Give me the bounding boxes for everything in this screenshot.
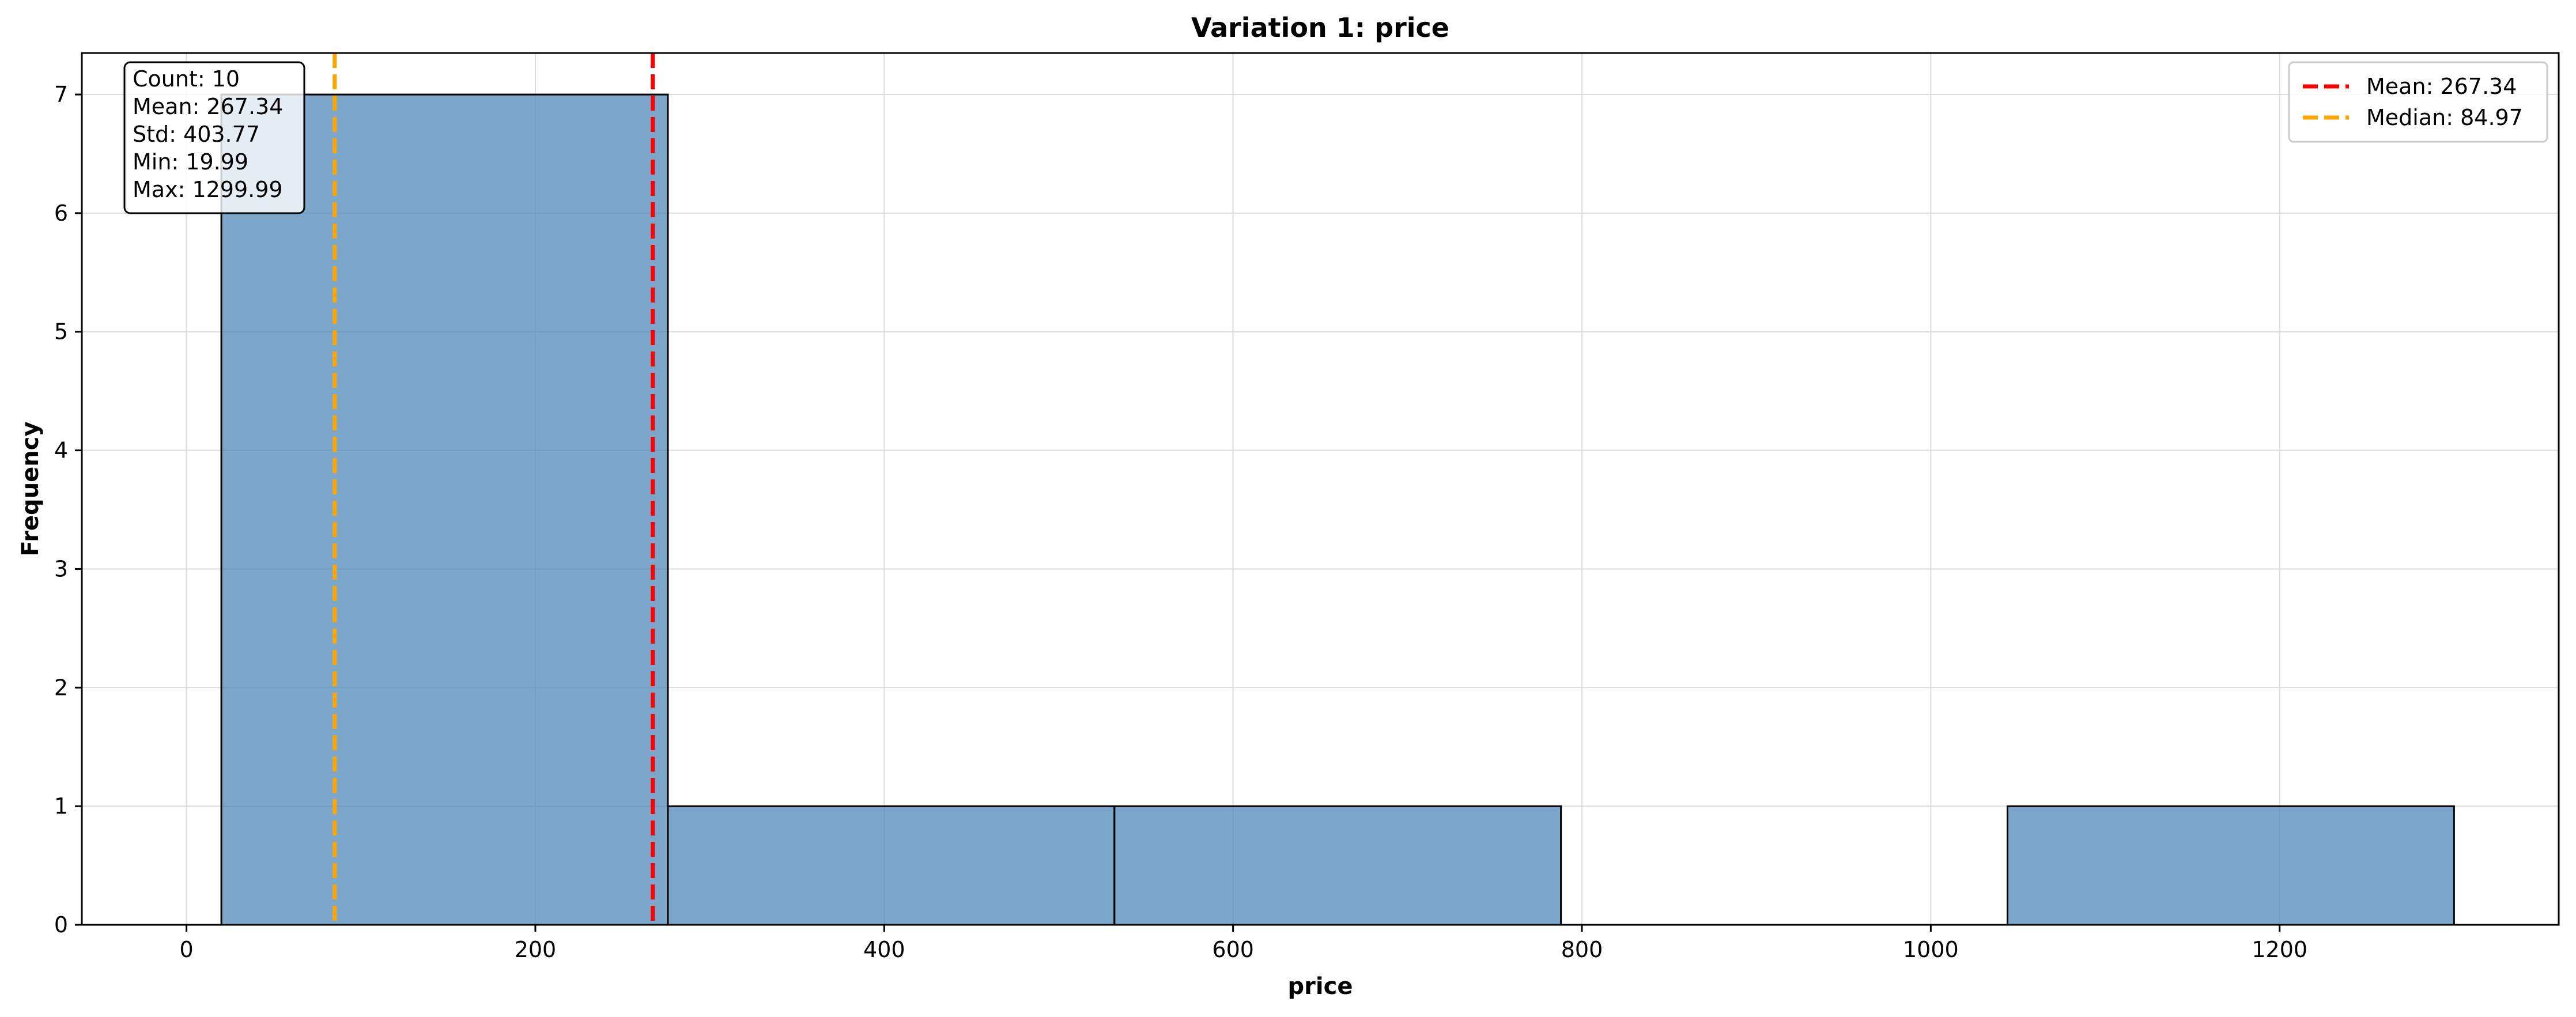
bars-layer bbox=[220, 93, 2455, 926]
x-tick-label: 400 bbox=[863, 937, 905, 962]
y-tick-label: 6 bbox=[54, 201, 68, 226]
legend-frame bbox=[2288, 61, 2548, 143]
y-tick-label: 1 bbox=[54, 793, 68, 819]
x-tick-label: 800 bbox=[1561, 937, 1603, 962]
x-tick-label: 1200 bbox=[2252, 937, 2307, 962]
y-tick-label: 7 bbox=[54, 82, 68, 107]
legend-label: Mean: 267.34 bbox=[2366, 74, 2517, 99]
ticks-layer: 0 200 400 600 800 1000 1200 0 1 2 3 4 5 6 7 bbox=[54, 82, 2307, 962]
stats-line: Min: 19.99 bbox=[133, 149, 248, 175]
x-tick-label: 1000 bbox=[1903, 937, 1959, 962]
stats-line: Count: 10 bbox=[133, 66, 240, 92]
y-axis-label: Frequency bbox=[17, 421, 44, 556]
legend-label: Median: 84.97 bbox=[2366, 105, 2523, 130]
histogram-bar bbox=[667, 805, 1116, 926]
x-tick-label: 200 bbox=[515, 937, 557, 962]
x-tick-label: 0 bbox=[180, 937, 194, 962]
y-tick-label: 2 bbox=[54, 675, 68, 700]
y-tick-label: 4 bbox=[54, 438, 68, 463]
y-tick-label: 3 bbox=[54, 556, 68, 581]
stats-line: Std: 403.77 bbox=[133, 122, 260, 147]
y-tick-label: 0 bbox=[54, 912, 68, 937]
histogram-bar bbox=[2007, 805, 2455, 926]
stats-line: Mean: 267.34 bbox=[133, 94, 283, 119]
histogram-bar bbox=[220, 93, 669, 926]
x-axis-label: price bbox=[1288, 973, 1353, 1000]
legend: Mean: 267.34 Median: 84.97 bbox=[2288, 61, 2548, 143]
stats-line: Max: 1299.99 bbox=[133, 177, 283, 202]
plot-frame bbox=[81, 52, 2560, 926]
reference-lines-layer bbox=[333, 53, 655, 925]
x-tick-label: 600 bbox=[1212, 937, 1254, 962]
stats-box-frame bbox=[123, 61, 305, 214]
chart-title: Variation 1: price bbox=[1191, 12, 1449, 43]
histogram-bar bbox=[1113, 805, 1562, 926]
y-tick-label: 5 bbox=[54, 319, 68, 345]
